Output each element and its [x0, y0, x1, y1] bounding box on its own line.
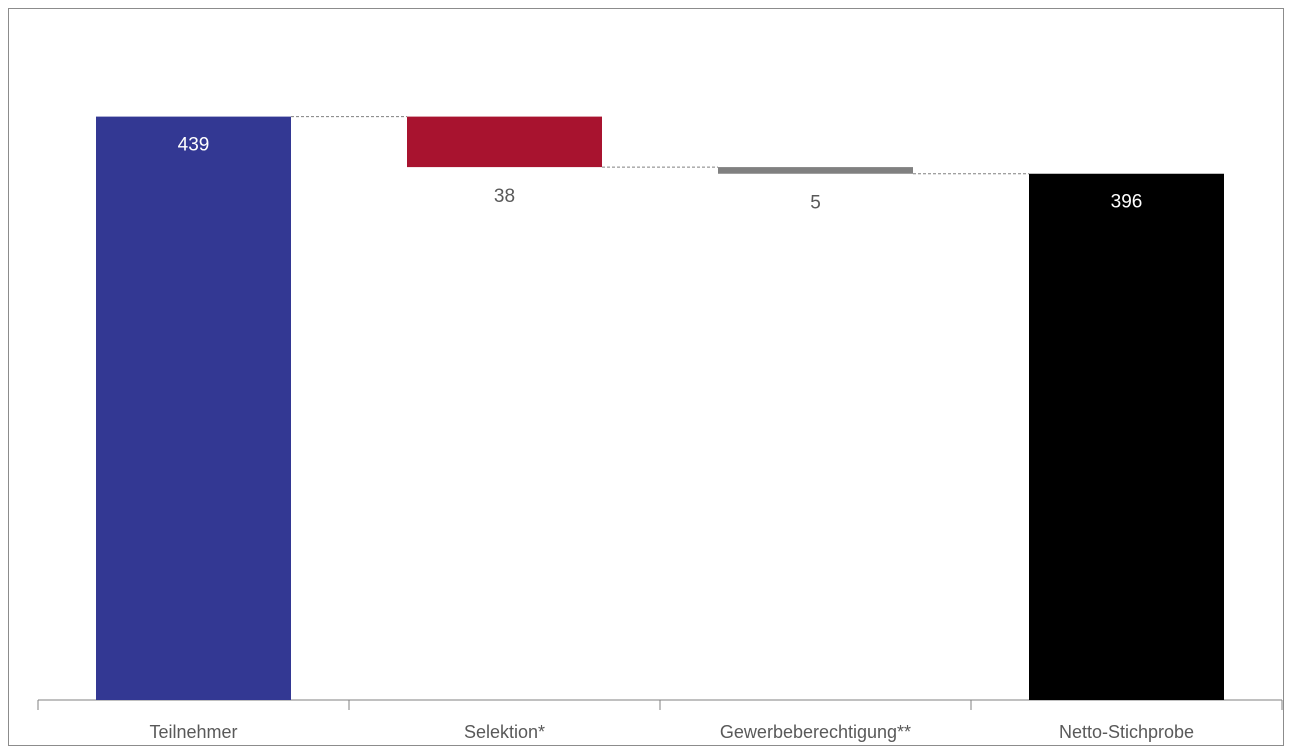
category-label: Teilnehmer: [149, 722, 237, 742]
bar-teilnehmer: [96, 116, 291, 701]
axis-ticks: [37, 700, 1283, 710]
category-labels: Teilnehmer Selektion* Gewerbeberechtigung*…: [149, 722, 1194, 742]
value-label: 38: [494, 186, 515, 207]
value-label: 439: [178, 135, 210, 156]
value-label: 396: [1111, 192, 1143, 213]
category-label: Selektion*: [464, 722, 545, 742]
bar-selektion: [407, 116, 602, 168]
category-label: Gewerbeberechtigung**: [720, 722, 911, 742]
category-label: Netto-Stichprobe: [1059, 722, 1194, 742]
value-labels: 439 38 5 396: [178, 135, 1143, 214]
value-label: 5: [810, 193, 821, 214]
bars: [96, 116, 1224, 701]
bar-netto-stichprobe: [1029, 173, 1224, 700]
connector-lines: [291, 116, 1029, 175]
bar-gewerbeberechtigung: [718, 167, 913, 174]
